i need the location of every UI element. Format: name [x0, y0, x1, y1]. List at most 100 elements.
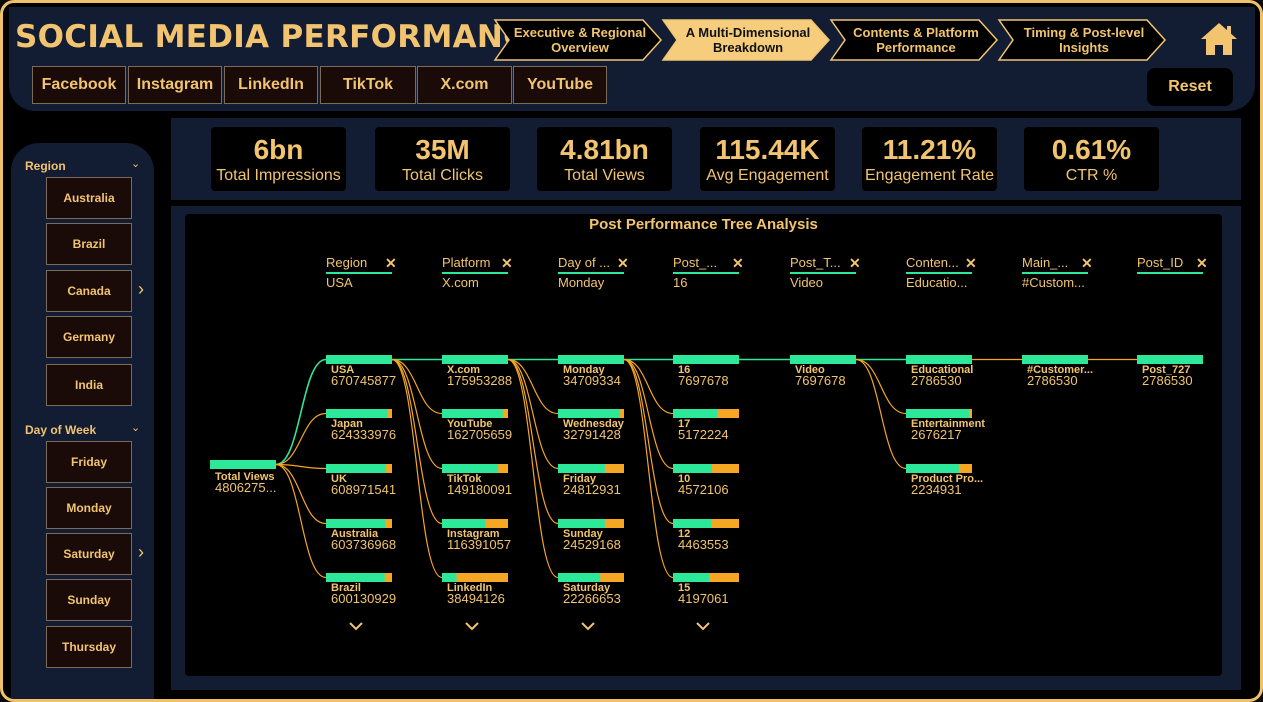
tree-node-label: LinkedIn: [447, 582, 493, 594]
platform-filter-xcom[interactable]: X.com: [417, 66, 512, 104]
bar-fill: [442, 355, 508, 364]
chevron-down-icon[interactable]: [349, 622, 363, 631]
platform-filter-facebook[interactable]: Facebook: [32, 66, 126, 104]
tree-node-bar[interactable]: [558, 409, 624, 418]
tree-node-label: Entertainment: [911, 418, 985, 430]
close-icon[interactable]: ✕: [617, 255, 629, 271]
tree-node-bar[interactable]: [326, 464, 392, 473]
bar-fill: [906, 464, 959, 473]
platform-filter-linkedin[interactable]: LinkedIn: [224, 66, 318, 104]
tree-node-bar[interactable]: [790, 355, 856, 364]
tree-node-bar[interactable]: [558, 573, 624, 582]
chevron-right-icon[interactable]: ›: [138, 542, 144, 562]
tree-node-bar[interactable]: [442, 573, 508, 582]
tree-node-bar[interactable]: [1022, 355, 1088, 364]
tree-node-bar[interactable]: [442, 355, 508, 364]
tree-node-bar[interactable]: [673, 355, 739, 364]
tab-label: Executive & Regional Overview: [513, 25, 647, 55]
region-item-brazil[interactable]: Brazil: [46, 223, 132, 265]
page-title: SOCIAL MEDIA PERFORMANCE: [15, 19, 548, 55]
close-icon[interactable]: ✕: [385, 255, 397, 271]
tree-node-bar[interactable]: [673, 573, 739, 582]
tree-node-bar[interactable]: [326, 355, 392, 364]
kpi-card-total-clicks: 35M Total Clicks: [375, 127, 510, 191]
day-item-sunday[interactable]: Sunday: [46, 579, 132, 621]
bar-fill: [210, 460, 276, 469]
region-item-india[interactable]: India: [46, 364, 132, 406]
tree-link: [623, 358, 674, 415]
tree-level-header: Post_T... Video ✕: [790, 255, 861, 290]
tree-node-bar[interactable]: [442, 464, 508, 473]
bar-fill: [673, 519, 712, 528]
tree-node-bar[interactable]: [442, 409, 508, 418]
close-icon[interactable]: ✕: [501, 255, 513, 271]
tree-level-name: Post_...: [673, 255, 718, 270]
tree-level-name: Main_...: [1022, 255, 1069, 270]
platform-filter-tiktok[interactable]: TikTok: [320, 66, 416, 104]
chevron-down-icon[interactable]: [465, 622, 479, 631]
region-item-australia[interactable]: Australia: [46, 177, 132, 219]
nav-arrow-shape: [829, 19, 999, 61]
tree-node-value: 2786530: [1027, 373, 1078, 388]
tree-level-selected: 16: [673, 275, 688, 290]
tree-node-bar[interactable]: [906, 355, 972, 364]
reset-button[interactable]: Reset: [1147, 68, 1233, 106]
tree-node-bar[interactable]: [558, 519, 624, 528]
chevron-right-icon[interactable]: ›: [138, 279, 144, 299]
region-item-germany[interactable]: Germany: [46, 316, 132, 358]
chevron-down-icon[interactable]: [581, 622, 595, 631]
day-item-saturday[interactable]: Saturday: [46, 533, 132, 575]
tab-multi-dimensional-breakdown[interactable]: A Multi-Dimensional Breakdown: [661, 18, 833, 62]
tree-node-bar[interactable]: [326, 573, 392, 582]
bar-fill: [673, 355, 739, 364]
tree-level-header: Post_ID ✕: [1137, 255, 1208, 275]
bar-fill: [906, 355, 972, 364]
kpi-value: 0.61%: [1051, 134, 1132, 165]
chevron-down-icon[interactable]: ⌄: [131, 422, 141, 434]
tree-link: [623, 358, 674, 525]
tree-node-value: 22266653: [563, 591, 621, 606]
home-icon[interactable]: [1199, 21, 1239, 57]
bar-fill: [326, 519, 386, 528]
bar-fill: [558, 573, 601, 582]
tree-node-label: Friday: [563, 473, 597, 485]
tab-executive-regional-overview[interactable]: Executive & Regional Overview: [493, 18, 665, 62]
bar-fill: [790, 355, 856, 364]
kpi-value: 115.44K: [715, 134, 820, 165]
close-icon[interactable]: ✕: [849, 255, 861, 271]
region-item-canada[interactable]: Canada: [46, 270, 132, 312]
close-icon[interactable]: ✕: [965, 255, 977, 271]
close-icon[interactable]: ✕: [1196, 255, 1208, 271]
chevron-down-icon[interactable]: ⌄: [131, 158, 141, 170]
tree-node-value: 24812931: [563, 482, 621, 497]
tree-root-bar[interactable]: [210, 460, 276, 469]
tree-node-bar[interactable]: [1137, 355, 1203, 364]
chevron-down-icon[interactable]: [696, 622, 710, 631]
tree-node-bar[interactable]: [673, 464, 739, 473]
tree-node-bar[interactable]: [673, 519, 739, 528]
tab-contents-platform-performance[interactable]: Contents & Platform Performance: [829, 18, 1001, 62]
tree-node-bar[interactable]: [906, 464, 972, 473]
day-item-thursday[interactable]: Thursday: [46, 626, 132, 668]
tree-node-bar[interactable]: [326, 519, 392, 528]
tree-node-bar[interactable]: [558, 355, 624, 364]
close-icon[interactable]: ✕: [1081, 255, 1093, 271]
tree-node-bar[interactable]: [326, 409, 392, 418]
tree-node-bar[interactable]: [558, 464, 624, 473]
tree-node-bar[interactable]: [906, 409, 972, 418]
close-icon[interactable]: ✕: [732, 255, 744, 271]
bar-fill: [558, 464, 605, 473]
day-item-monday[interactable]: Monday: [46, 487, 132, 529]
tree-link: [855, 358, 907, 470]
tree-node-bar[interactable]: [673, 409, 739, 418]
day-item-friday[interactable]: Friday: [46, 441, 132, 483]
tree-node-label: Sunday: [563, 528, 604, 540]
tree-node-label: YouTube: [447, 418, 492, 430]
tab-timing-post-level-insights[interactable]: Timing & Post-level Insights: [997, 18, 1169, 62]
platform-filter-instagram[interactable]: Instagram: [128, 66, 222, 104]
tree-node-bar[interactable]: [442, 519, 508, 528]
platform-filter-youtube[interactable]: YouTube: [513, 66, 607, 104]
tree-level-underline: [673, 272, 739, 274]
bar-fill: [906, 409, 970, 418]
